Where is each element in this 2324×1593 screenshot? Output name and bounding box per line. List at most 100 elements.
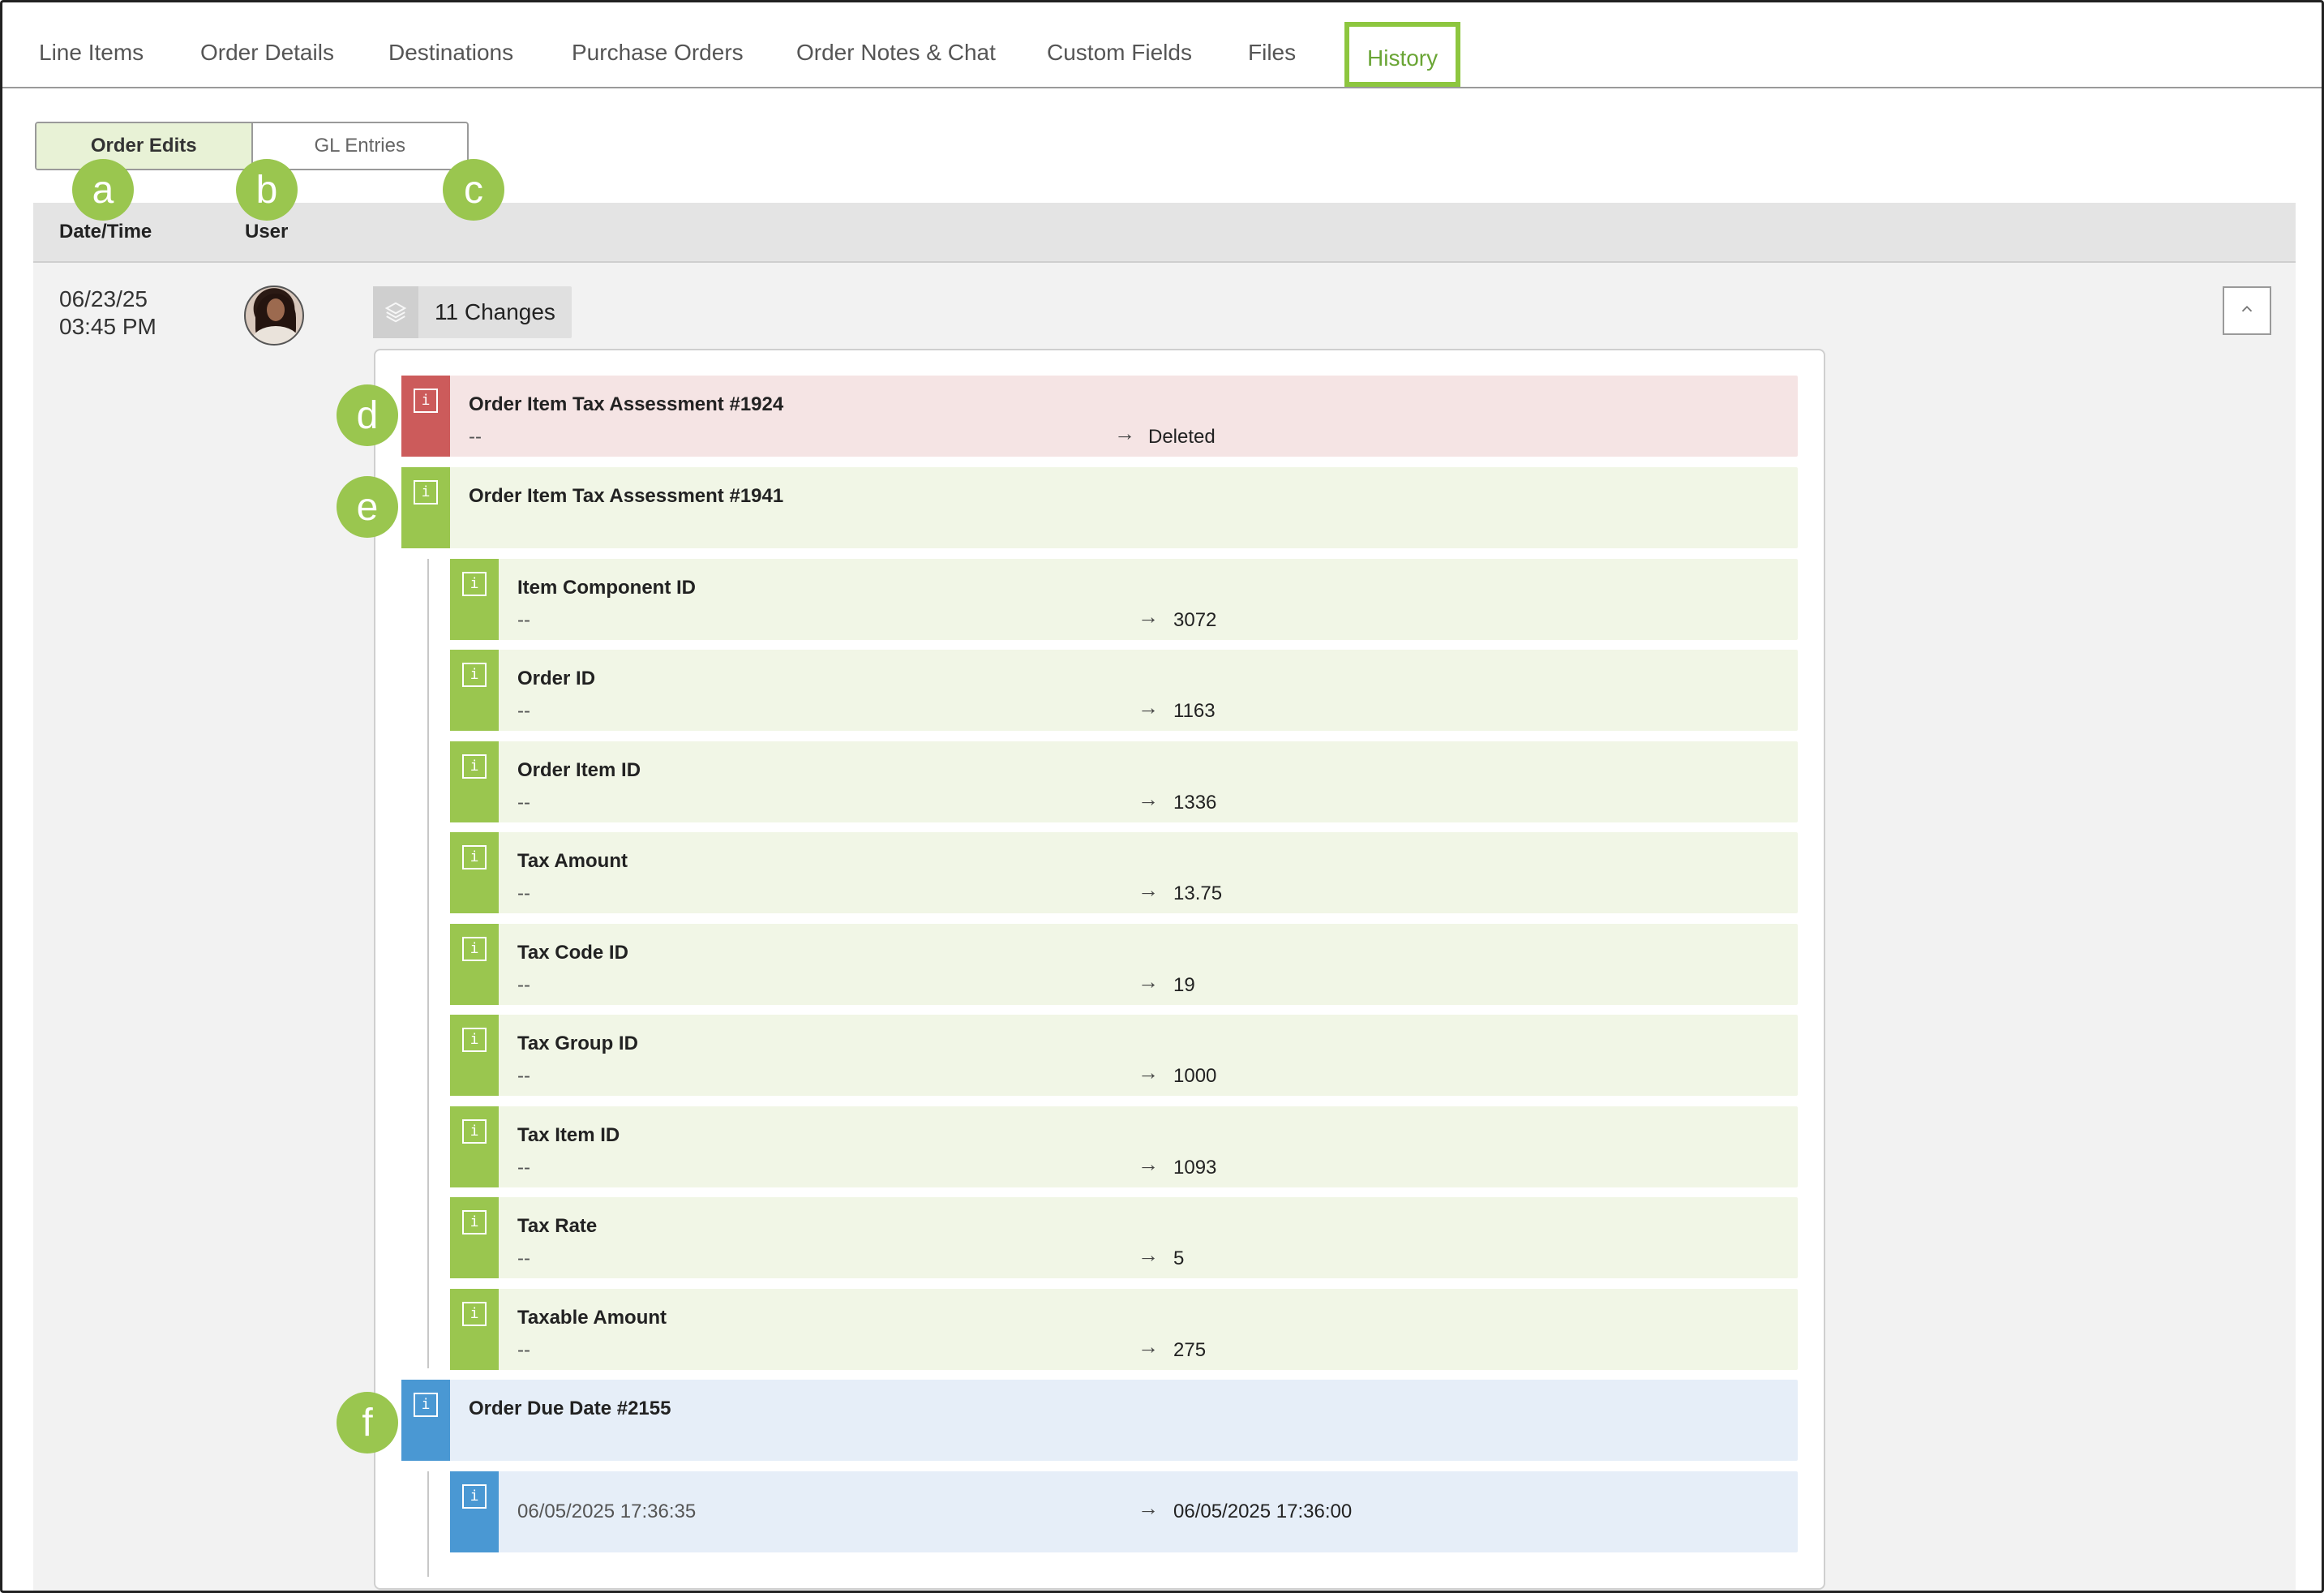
new-value: 275 <box>1173 1339 1207 1361</box>
change-status-bar: i <box>450 1289 499 1370</box>
change-row: i Order Due Date #2155 <box>401 1380 1798 1461</box>
tab-order-notes-chat[interactable]: Order Notes & Chat <box>796 40 996 65</box>
column-header-user[interactable]: User <box>245 221 289 243</box>
arrow-right-icon: → <box>1138 1060 1159 1084</box>
old-value: 06/05/2025 17:36:35 <box>517 1501 697 1522</box>
tab-history[interactable]: History <box>1344 22 1461 87</box>
entry-datetime: 06/23/25 03:45 PM <box>59 286 157 341</box>
change-field-name: Tax Code ID <box>517 942 628 964</box>
old-value: -- <box>517 700 530 722</box>
info-icon[interactable]: i <box>462 1119 487 1144</box>
new-value: Deleted <box>1148 426 1216 448</box>
gl-entries-button[interactable]: GL Entries <box>252 123 467 169</box>
change-row: i Taxable Amount -- → 275 <box>450 1289 1798 1370</box>
old-value: -- <box>517 1339 530 1361</box>
change-status-bar: i <box>450 832 499 913</box>
new-value: 1163 <box>1173 700 1216 722</box>
change-row: i Order Item ID -- → 1336 <box>450 741 1798 822</box>
arrow-right-icon: → <box>1138 1152 1159 1176</box>
info-icon[interactable]: i <box>462 1028 487 1052</box>
change-row: i Order Item Tax Assessment #1924 -- → Delet… <box>401 376 1798 457</box>
change-row: i Order Item Tax Assessment #1941 <box>401 467 1798 548</box>
entry-time: 03:45 PM <box>59 314 157 339</box>
info-icon[interactable]: i <box>462 572 487 596</box>
change-field-name: Order Item Tax Assessment #1924 <box>469 393 784 415</box>
change-row: i Tax Item ID -- → 1093 <box>450 1106 1798 1187</box>
changes-count: 11 Changes <box>435 299 555 324</box>
info-icon[interactable]: i <box>414 389 438 413</box>
arrow-right-icon: → <box>1114 421 1135 445</box>
arrow-right-icon: → <box>1138 1243 1159 1267</box>
change-row: i Order ID -- → 1163 <box>450 650 1798 731</box>
entry-date: 06/23/25 <box>59 286 148 311</box>
avatar[interactable] <box>244 286 304 346</box>
tab-purchase-orders[interactable]: Purchase Orders <box>572 40 744 65</box>
new-value: 1336 <box>1173 792 1217 814</box>
old-value: -- <box>517 609 530 631</box>
change-status-bar: i <box>450 1106 499 1187</box>
changes-summary[interactable]: 11 Changes <box>373 286 572 338</box>
change-field-name: Order ID <box>517 668 596 689</box>
tree-line <box>427 559 429 1368</box>
info-icon[interactable]: i <box>462 1210 487 1234</box>
change-row: i Tax Rate -- → 5 <box>450 1197 1798 1278</box>
change-row: i Tax Code ID -- → 19 <box>450 924 1798 1005</box>
info-icon[interactable]: i <box>414 1393 438 1417</box>
table-header: Date/Time User <box>33 203 2296 263</box>
change-status-bar: i <box>401 467 450 548</box>
change-status-bar: i <box>450 559 499 640</box>
arrow-right-icon: → <box>1138 1334 1159 1359</box>
tab-order-details[interactable]: Order Details <box>200 40 334 65</box>
layers-icon <box>373 286 418 338</box>
new-value: 1093 <box>1173 1157 1217 1179</box>
change-field-name: Order Item Tax Assessment #1941 <box>469 485 784 507</box>
callout-a: a <box>72 159 134 221</box>
change-field-name: Taxable Amount <box>517 1307 667 1329</box>
change-field-name: Tax Item ID <box>517 1124 620 1146</box>
arrow-right-icon: → <box>1138 604 1159 629</box>
arrow-right-icon: → <box>1138 878 1159 902</box>
history-type-toggle: Order Edits GL Entries <box>35 122 469 170</box>
change-status-bar: i <box>450 924 499 1005</box>
info-icon[interactable]: i <box>462 754 487 779</box>
info-icon[interactable]: i <box>462 663 487 687</box>
column-header-datetime[interactable]: Date/Time <box>59 221 152 243</box>
tree-line <box>427 1471 429 1577</box>
tab-files[interactable]: Files <box>1248 40 1297 65</box>
tab-line-items[interactable]: Line Items <box>39 40 144 65</box>
callout-b: b <box>236 159 298 221</box>
change-field-name: Order Due Date #2155 <box>469 1398 671 1419</box>
collapse-button[interactable] <box>2223 286 2271 335</box>
tab-custom-fields[interactable]: Custom Fields <box>1047 40 1192 65</box>
callout-c: c <box>443 159 504 221</box>
arrow-right-icon: → <box>1138 695 1159 719</box>
new-value: 06/05/2025 17:36:00 <box>1173 1501 1353 1522</box>
old-value: -- <box>469 426 482 448</box>
order-edits-button[interactable]: Order Edits <box>36 123 253 169</box>
info-icon[interactable]: i <box>414 480 438 505</box>
old-value: -- <box>517 1247 530 1269</box>
change-status-bar: i <box>450 1471 499 1552</box>
new-value: 3072 <box>1173 609 1217 631</box>
info-icon[interactable]: i <box>462 1484 487 1509</box>
arrow-right-icon: → <box>1138 787 1159 811</box>
change-status-bar: i <box>450 1015 499 1096</box>
old-value: -- <box>517 974 530 996</box>
old-value: -- <box>517 882 530 904</box>
old-value: -- <box>517 1065 530 1087</box>
tab-destinations[interactable]: Destinations <box>388 40 514 65</box>
change-status-bar: i <box>450 1197 499 1278</box>
change-status-bar: i <box>401 1380 450 1461</box>
change-row: i 06/05/2025 17:36:35 → 06/05/2025 17:36:00 <box>450 1471 1798 1552</box>
info-icon[interactable]: i <box>462 937 487 961</box>
info-icon[interactable]: i <box>462 845 487 869</box>
callout-e: e <box>337 476 398 538</box>
old-value: -- <box>517 1157 530 1179</box>
change-status-bar: i <box>450 650 499 731</box>
new-value: 1000 <box>1173 1065 1217 1087</box>
old-value: -- <box>517 792 530 814</box>
change-field-name: Tax Amount <box>517 850 628 872</box>
info-icon[interactable]: i <box>462 1302 487 1326</box>
new-value: 19 <box>1173 974 1195 996</box>
